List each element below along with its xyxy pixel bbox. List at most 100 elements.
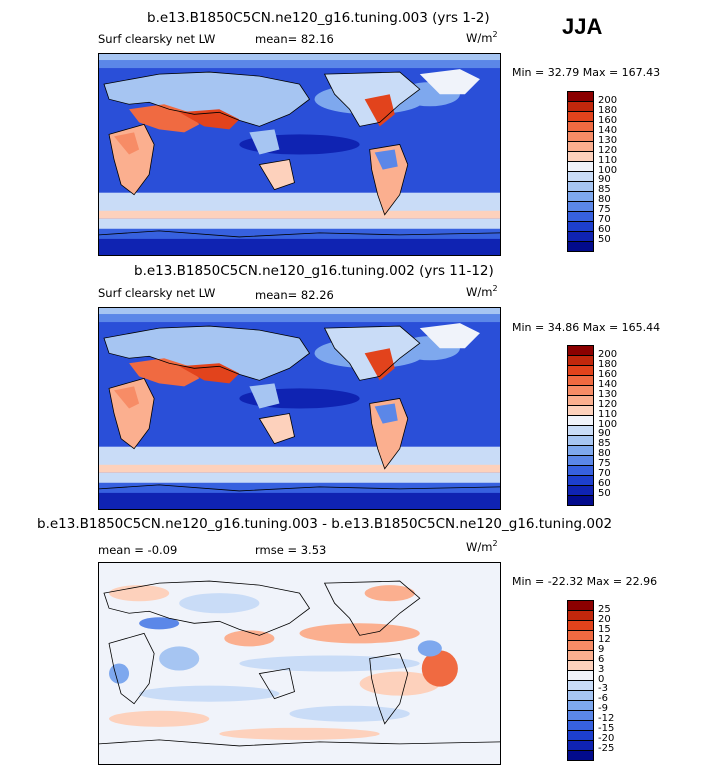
colorbar-swatch bbox=[568, 681, 593, 691]
colorbar-tick-label: 85 bbox=[598, 438, 611, 450]
colorbar-swatch bbox=[568, 122, 593, 132]
colorbar-swatch bbox=[568, 631, 593, 641]
colorbar-swatch bbox=[568, 641, 593, 651]
panel2-map bbox=[98, 307, 501, 510]
colorbar-swatch bbox=[568, 426, 593, 436]
panel3-units: W/m2 bbox=[466, 539, 498, 554]
colorbar-tick-label: 15 bbox=[598, 623, 611, 635]
panel2-colorbar bbox=[567, 345, 594, 506]
colorbar-swatch bbox=[568, 741, 593, 751]
colorbar-tick-label: 200 bbox=[598, 94, 618, 106]
colorbar-tick-label: 85 bbox=[598, 184, 611, 196]
colorbar-swatch bbox=[568, 92, 593, 102]
panel1-mean-label: mean= 82.16 bbox=[255, 32, 334, 46]
season-label: JJA bbox=[562, 14, 603, 39]
panel3-mean-label: mean = -0.09 bbox=[98, 543, 178, 557]
colorbar-tick-label: 20 bbox=[598, 613, 611, 625]
colorbar-swatch bbox=[568, 456, 593, 466]
colorbar-swatch bbox=[568, 102, 593, 112]
colorbar-tick-label: 12 bbox=[598, 633, 611, 645]
colorbar-swatch bbox=[568, 172, 593, 182]
colorbar-tick-label: 6 bbox=[598, 653, 605, 665]
colorbar-swatch bbox=[568, 182, 593, 192]
colorbar-tick-label: 180 bbox=[598, 104, 618, 116]
panel2-units: W/m2 bbox=[466, 284, 498, 299]
colorbar-tick-label: 9 bbox=[598, 643, 605, 655]
colorbar-swatch bbox=[568, 671, 593, 681]
colorbar-tick-label: 110 bbox=[598, 408, 618, 420]
panel3-map bbox=[98, 562, 501, 765]
colorbar-tick-label: 100 bbox=[598, 418, 618, 430]
panel3-minmax: Min = -22.32 Max = 22.96 bbox=[512, 575, 658, 588]
colorbar-tick-label: 25 bbox=[598, 603, 611, 615]
colorbar-swatch bbox=[568, 376, 593, 386]
colorbar-tick-label: -3 bbox=[598, 683, 608, 695]
colorbar-swatch bbox=[568, 731, 593, 741]
panel3-colorbar bbox=[567, 600, 594, 761]
colorbar-swatch bbox=[568, 356, 593, 366]
panel1-minmax: Min = 32.79 Max = 167.43 bbox=[512, 66, 661, 79]
colorbar-swatch bbox=[568, 661, 593, 671]
panel1-map bbox=[98, 53, 501, 256]
panel1-title: b.e13.B1850C5CN.ne120_g16.tuning.003 (yr… bbox=[147, 10, 490, 26]
colorbar-tick-label: -25 bbox=[598, 743, 615, 755]
colorbar-swatch bbox=[568, 142, 593, 152]
colorbar-tick-label: 160 bbox=[598, 368, 618, 380]
colorbar-swatch bbox=[568, 416, 593, 426]
colorbar-swatch bbox=[568, 406, 593, 416]
colorbar-tick-label: 200 bbox=[598, 348, 618, 360]
colorbar-tick-label: 75 bbox=[598, 458, 611, 470]
colorbar-tick-label: -20 bbox=[598, 733, 615, 745]
colorbar-swatch bbox=[568, 446, 593, 456]
colorbar-swatch bbox=[568, 346, 593, 356]
colorbar-tick-label: 70 bbox=[598, 214, 611, 226]
colorbar-swatch bbox=[568, 711, 593, 721]
colorbar-tick-label: 60 bbox=[598, 478, 611, 490]
panel2-variable-label: Surf clearsky net LW bbox=[98, 286, 216, 300]
colorbar-swatch bbox=[568, 691, 593, 701]
colorbar-swatch bbox=[568, 466, 593, 476]
colorbar-tick-label: 80 bbox=[598, 194, 611, 206]
colorbar-swatch bbox=[568, 386, 593, 396]
colorbar-tick-label: 70 bbox=[598, 468, 611, 480]
colorbar-swatch bbox=[568, 651, 593, 661]
colorbar-swatch bbox=[568, 152, 593, 162]
colorbar-swatch bbox=[568, 486, 593, 496]
colorbar-tick-label: 130 bbox=[598, 388, 618, 400]
colorbar-tick-label: 160 bbox=[598, 114, 618, 126]
panel2-mean-label: mean= 82.26 bbox=[255, 288, 334, 302]
colorbar-tick-label: 90 bbox=[598, 428, 611, 440]
colorbar-tick-label: 50 bbox=[598, 488, 611, 500]
colorbar-swatch bbox=[568, 242, 593, 251]
colorbar-tick-label: 90 bbox=[598, 174, 611, 186]
colorbar-swatch bbox=[568, 436, 593, 446]
colorbar-tick-label: 0 bbox=[598, 673, 605, 685]
panel3-title: b.e13.B1850C5CN.ne120_g16.tuning.003 - b… bbox=[37, 516, 613, 532]
colorbar-tick-label: 60 bbox=[598, 224, 611, 236]
colorbar-swatch bbox=[568, 701, 593, 711]
colorbar-tick-label: 120 bbox=[598, 144, 618, 156]
colorbar-tick-label: 50 bbox=[598, 234, 611, 246]
colorbar-swatch bbox=[568, 496, 593, 505]
colorbar-swatch bbox=[568, 202, 593, 212]
panel1-variable-label: Surf clearsky net LW bbox=[98, 32, 216, 46]
colorbar-tick-label: 130 bbox=[598, 134, 618, 146]
colorbar-swatch bbox=[568, 192, 593, 202]
panel1-colorbar bbox=[567, 91, 594, 252]
colorbar-swatch bbox=[568, 396, 593, 406]
colorbar-swatch bbox=[568, 222, 593, 232]
colorbar-swatch bbox=[568, 366, 593, 376]
panel2-title: b.e13.B1850C5CN.ne120_g16.tuning.002 (yr… bbox=[134, 263, 494, 279]
colorbar-swatch bbox=[568, 611, 593, 621]
colorbar-tick-label: 110 bbox=[598, 154, 618, 166]
colorbar-tick-label: -12 bbox=[598, 713, 615, 725]
colorbar-swatch bbox=[568, 232, 593, 242]
colorbar-swatch bbox=[568, 751, 593, 760]
colorbar-tick-label: 75 bbox=[598, 204, 611, 216]
colorbar-tick-label: 100 bbox=[598, 164, 618, 176]
colorbar-tick-label: 140 bbox=[598, 378, 618, 390]
colorbar-swatch bbox=[568, 621, 593, 631]
colorbar-tick-label: 140 bbox=[598, 124, 618, 136]
colorbar-swatch bbox=[568, 132, 593, 142]
colorbar-swatch bbox=[568, 476, 593, 486]
